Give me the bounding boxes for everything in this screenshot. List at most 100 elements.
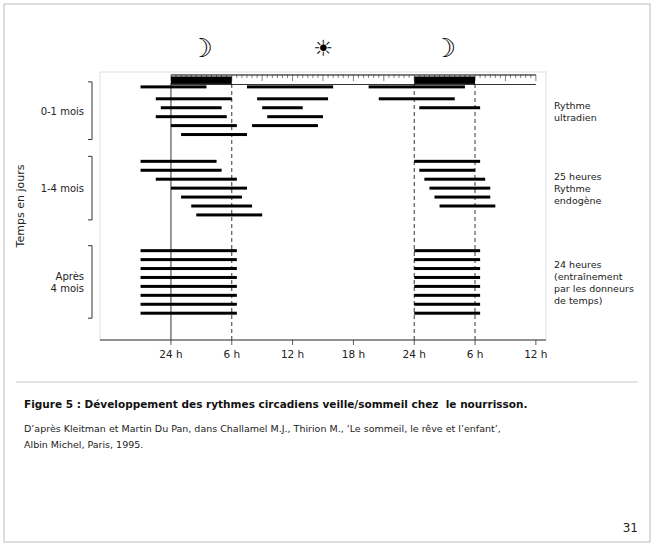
sleep-bar [440, 205, 496, 208]
period-label: Après4 mois [51, 270, 84, 294]
ruler-tick [485, 75, 486, 78]
sleep-bar [414, 249, 480, 252]
ruler-tick [246, 75, 247, 78]
plot-frame [100, 72, 546, 340]
reference-line [414, 83, 415, 340]
sleep-bar [414, 267, 480, 270]
bracket-serif [88, 245, 92, 246]
x-tick [414, 340, 415, 345]
ruler-tick [525, 75, 526, 78]
x-tick-label: 24 h [403, 348, 426, 360]
sleep-bar [267, 115, 323, 118]
sleep-bar [252, 124, 318, 127]
reference-line-solid [170, 83, 171, 340]
separator [16, 382, 638, 383]
sleep-bar [141, 169, 222, 172]
sleep-bar [156, 97, 232, 100]
ruler-tick [262, 75, 263, 81]
sleep-bar [141, 285, 237, 288]
ruler-tick [343, 75, 344, 78]
ruler-tick [267, 75, 268, 78]
ruler-tick [272, 75, 273, 78]
sleep-bar [414, 285, 480, 288]
ruler-tick [252, 75, 253, 78]
chart-container: ☽☀☽0-1 moisRythmeultradien1-4 mois25 heu… [0, 0, 654, 546]
sleep-bar [141, 312, 237, 315]
sleep-bar [171, 187, 247, 190]
x-axis-line [100, 340, 546, 341]
ruler-tick [409, 75, 410, 78]
ruler-tick [333, 75, 334, 78]
bracket [92, 246, 93, 319]
sleep-bar [262, 106, 303, 109]
ruler-tick [307, 75, 308, 78]
bracket-serif [88, 318, 92, 319]
page-number: 31 [623, 521, 638, 535]
bars [141, 85, 496, 314]
ruler-tick [277, 75, 278, 78]
ruler-tick [323, 75, 324, 81]
sleep-bar [414, 160, 480, 163]
x-tick [475, 340, 476, 345]
sleep-bar [161, 106, 222, 109]
sleep-bar [156, 115, 227, 118]
sleep-bar [414, 276, 480, 279]
sleep-bar [191, 205, 252, 208]
reference-line [231, 83, 232, 340]
sleep-bar [369, 85, 465, 88]
x-tick-label: 6 h [223, 348, 240, 360]
ruler-tick [495, 75, 496, 78]
ruler-tick [373, 75, 374, 78]
annotation: 25 heuresRythmeendogène [554, 171, 602, 206]
ruler-tick [510, 75, 511, 78]
icon: ☽ [433, 33, 456, 63]
sleep-bar [171, 124, 237, 127]
bracket [92, 82, 93, 140]
sleep-bar [379, 97, 455, 100]
reference-line [475, 83, 476, 340]
ruler-tick [317, 75, 318, 78]
sleep-bar [247, 85, 333, 88]
ruler-tick [520, 75, 521, 78]
sleep-bar [181, 133, 247, 136]
ruler-tick [490, 75, 491, 78]
sleep-bar [414, 294, 480, 297]
ruler-tick [530, 75, 531, 78]
x-tick [231, 340, 232, 345]
sleep-bar [141, 85, 207, 88]
bracket [92, 156, 93, 220]
sleep-bar [414, 303, 480, 306]
sleep-bar [156, 178, 237, 181]
x-tick-label: 12 h [281, 348, 304, 360]
y-axis-label: Temps en jours [14, 164, 27, 248]
sleep-bar [414, 258, 480, 261]
sleep-bar [141, 258, 237, 261]
sleep-bar [429, 187, 490, 190]
x-tick [353, 340, 354, 345]
bracket-serif [88, 139, 92, 140]
period-label: 1-4 mois [41, 183, 84, 194]
annotation: 24 heures(entraînementpar les donneursde… [554, 259, 634, 306]
night-block [414, 76, 475, 83]
sleep-bar [141, 267, 237, 270]
ruler-tick [378, 75, 379, 78]
ruler-tick [535, 75, 536, 81]
period-label: 0-1 mois [41, 105, 84, 116]
icon: ☽ [190, 33, 213, 63]
x-tick-label: 12 h [524, 348, 547, 360]
night-baseline [171, 84, 536, 85]
ruler-tick [287, 75, 288, 78]
ruler-tick [500, 75, 501, 78]
caption: Albin Michel, Paris, 1995. [24, 439, 143, 450]
sleep-bar [141, 294, 237, 297]
x-tick [535, 340, 536, 345]
ruler-tick [348, 75, 349, 78]
ruler-tick [312, 75, 313, 78]
sleep-bar [141, 276, 237, 279]
ruler-tick [368, 75, 369, 78]
sleep-bar [257, 97, 328, 100]
ruler-tick [297, 75, 298, 78]
ruler-tick [302, 75, 303, 78]
ruler-tick [363, 75, 364, 78]
sleep-bar [424, 178, 485, 181]
